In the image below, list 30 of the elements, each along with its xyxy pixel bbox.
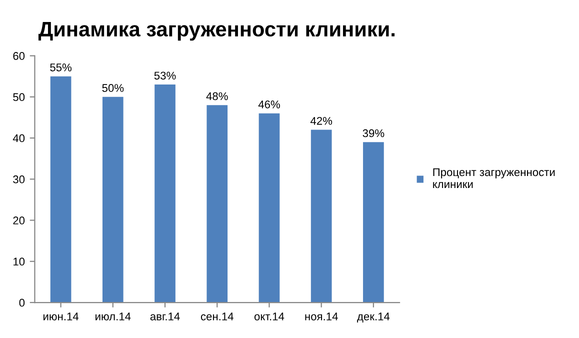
x-tick-label: ноя.14 <box>305 312 338 320</box>
x-tick-label: дек.14 <box>357 312 390 322</box>
x-tick-label: авг.14 <box>150 312 180 320</box>
y-tick-label: 50 <box>13 93 25 102</box>
data-label: 53% <box>154 72 176 80</box>
x-tick-label: июн.14 <box>44 312 79 320</box>
data-label: 50% <box>102 84 124 92</box>
bar <box>363 142 384 303</box>
bar <box>50 76 72 303</box>
data-label: 55% <box>50 64 72 72</box>
y-tick-label: 20 <box>13 216 25 224</box>
y-tick-label: 30 <box>13 175 25 184</box>
data-label: 39% <box>362 129 384 138</box>
bar <box>258 113 280 303</box>
bar <box>310 130 332 303</box>
x-tick-label: июл.14 <box>96 312 131 320</box>
y-tick-label: 60 <box>13 52 25 60</box>
y-tick-label: 10 <box>14 258 25 266</box>
data-label: 46% <box>258 100 280 108</box>
x-tick-label: окт.14 <box>254 312 284 320</box>
bar <box>154 84 176 303</box>
data-label: 48% <box>206 92 228 100</box>
x-tick-label: сен.14 <box>200 312 234 320</box>
y-tick-label: 0 <box>19 298 25 307</box>
data-label: 42% <box>310 116 332 125</box>
legend-label: Процент загруженности клиники <box>433 168 555 188</box>
y-tick-label: 40 <box>12 134 25 142</box>
bar <box>206 105 228 303</box>
chart-title: Динамика загруженности клиники. <box>38 22 395 41</box>
bar <box>102 96 124 303</box>
